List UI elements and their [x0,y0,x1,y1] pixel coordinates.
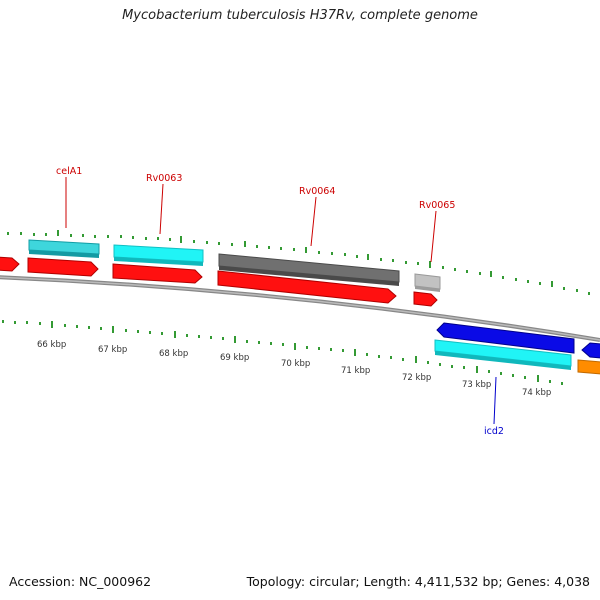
gene-icd2-shadow [435,351,571,370]
kbp-label: 68 kbp [159,349,188,359]
label-leader [159,183,164,235]
lower-tick-row [2,320,563,385]
kbp-label: 70 kbp [281,359,310,369]
gene-label-rv0064[interactable]: Rv0064 [299,186,335,197]
gene-rv0063-shadow [114,257,203,266]
kbp-label: 67 kbp [98,345,127,355]
kbp-label: 71 kbp [341,366,370,376]
kbp-label: 74 kbp [522,388,551,398]
gene-rv0064-shadow [219,266,399,286]
gene-celA1-shadow [29,250,99,258]
upper-tick-row [7,230,590,295]
gene-label-cela1[interactable]: celA1 [56,166,82,177]
kbp-label: 66 kbp [37,340,66,350]
genome-summary: Topology: circular; Length: 4,411,532 bp… [246,574,590,589]
reverse-gene-row [434,322,600,375]
forward-cds-row [0,256,438,307]
cds-arrow[interactable] [413,291,438,307]
kbp-label: 69 kbp [220,353,249,363]
forward-gene-row [28,239,441,292]
cds-arrow[interactable] [0,256,20,272]
cds-arrow[interactable] [217,270,397,304]
genome-backbone-highlight [0,276,600,341]
gene-label-icd2[interactable]: icd2 [484,426,504,437]
gene-label-rv0063[interactable]: Rv0063 [146,173,182,184]
cds-arrow[interactable] [112,263,203,284]
cds-arrow-reverse[interactable] [436,322,575,354]
label-leader [430,210,437,263]
gene-label-rv0065[interactable]: Rv0065 [419,200,455,211]
label-leader [493,376,497,425]
gene-orange[interactable] [577,359,600,375]
kbp-label: 72 kbp [402,373,431,383]
cds-arrow-reverse[interactable] [581,342,600,359]
label-leader [310,196,317,247]
map-title: Mycobacterium tuberculosis H37Rv, comple… [122,8,478,23]
cds-arrow[interactable] [27,257,99,277]
accession-label: Accession: NC_000962 [9,574,152,589]
gene-rv0065-shadow [415,286,440,292]
kbp-label: 73 kbp [462,380,491,390]
